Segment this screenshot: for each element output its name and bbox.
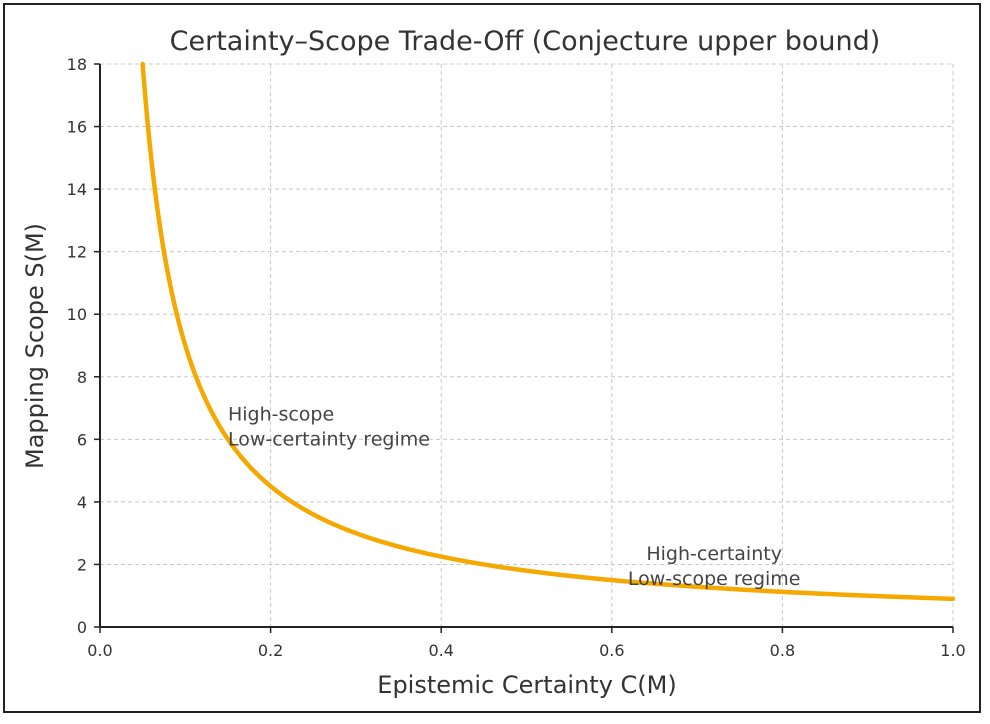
series-line <box>140 61 956 602</box>
y-tick-label: 8 <box>77 368 87 387</box>
ticks-layer: 0.0 0.2 0.4 0.6 0.8 1.0 0 2 4 6 8 10 12 14 16 18 <box>67 55 966 660</box>
y-tick-label: 2 <box>77 555 87 574</box>
annotation: High-certainty Low-scope regime <box>628 543 801 590</box>
x-axis-label: Epistemic Certainty C(M) <box>377 671 676 699</box>
grid-layer <box>99 63 954 628</box>
annotation: High-scope Low-certainty regime <box>228 404 430 451</box>
y-tick-label: 6 <box>77 430 87 449</box>
y-tick-label: 16 <box>67 118 87 137</box>
x-tick-label: 0.2 <box>258 641 283 660</box>
x-tick-label: 0.4 <box>428 641 453 660</box>
y-tick-label: 4 <box>77 493 87 512</box>
y-axis-label: Mapping Scope S(M) <box>21 223 49 469</box>
x-tick-label: 1.0 <box>940 641 965 660</box>
y-tick-label: 12 <box>67 243 87 262</box>
y-tick-label: 18 <box>67 55 87 74</box>
x-tick-label: 0.0 <box>87 641 112 660</box>
annotation-text: High-certainty <box>646 543 782 565</box>
annotation-text: High-scope <box>228 404 334 426</box>
annotation-text: Low-certainty regime <box>228 429 430 451</box>
y-tick-label: 10 <box>67 305 87 324</box>
annotation-text: Low-scope regime <box>628 568 801 590</box>
x-tick-label: 0.6 <box>599 641 624 660</box>
y-tick-label: 14 <box>67 180 87 199</box>
y-tick-label: 0 <box>77 618 87 637</box>
x-tick-label: 0.8 <box>770 641 795 660</box>
axes-spines <box>99 64 953 628</box>
chart-title: Certainty–Scope Trade-Off (Conjecture up… <box>170 26 881 57</box>
annotations-layer: High-scope Low-certainty regime High-certa… <box>228 404 801 590</box>
